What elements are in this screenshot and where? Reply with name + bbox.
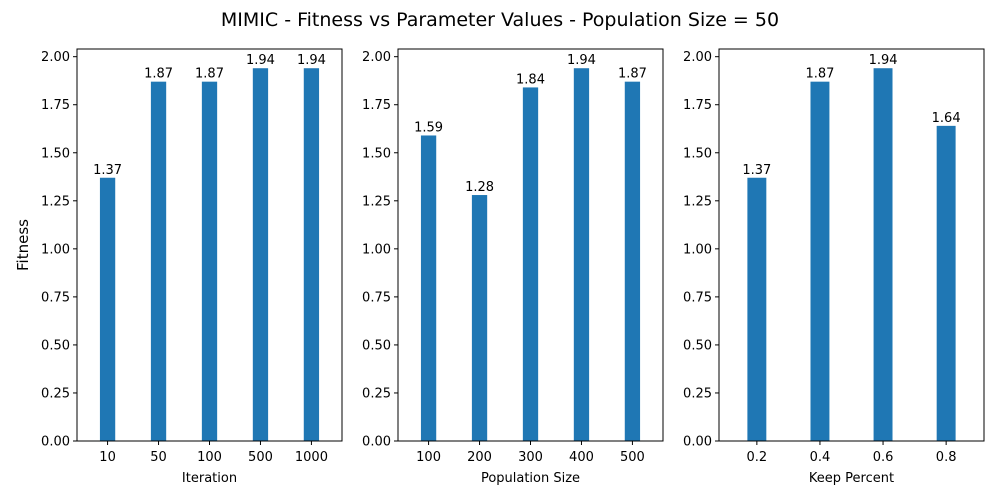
bar bbox=[873, 68, 893, 441]
bar bbox=[303, 68, 320, 441]
y-tick-label: 1.00 bbox=[362, 242, 391, 257]
bar-value-label: 1.37 bbox=[93, 163, 122, 178]
x-tick-label: 1000 bbox=[295, 450, 328, 465]
bar bbox=[252, 68, 269, 441]
bar-value-label: 1.28 bbox=[465, 180, 494, 195]
bar-value-label: 1.94 bbox=[297, 53, 326, 68]
bar-value-label: 1.87 bbox=[805, 67, 834, 82]
x-tick-label: 300 bbox=[518, 450, 543, 465]
bar-value-label: 1.87 bbox=[618, 67, 647, 82]
subplot-3: 1.37 1.87 1.94 1.64 0.00 0.25 0.50 0.75 1.00 1.25… bbox=[683, 48, 985, 486]
x-tick-label: 400 bbox=[569, 450, 594, 465]
y-tick-label: 2.00 bbox=[683, 50, 712, 65]
y-tick-label: 0.00 bbox=[362, 435, 391, 450]
bar-value-label: 1.94 bbox=[246, 53, 275, 68]
y-tick-label: 0.25 bbox=[362, 386, 391, 401]
y-tick-label: 0.00 bbox=[41, 435, 70, 450]
x-tick-label: 0.8 bbox=[936, 450, 957, 465]
bar bbox=[99, 177, 116, 441]
y-tick-label: 1.25 bbox=[362, 194, 391, 209]
y-tick-label: 1.00 bbox=[683, 242, 712, 257]
y-tick-label: 1.25 bbox=[41, 194, 70, 209]
bar bbox=[573, 68, 590, 441]
x-axis-label: Keep Percent bbox=[809, 471, 894, 486]
y-tick-label: 1.00 bbox=[41, 242, 70, 257]
x-tick-label: 50 bbox=[150, 450, 167, 465]
bar-value-label: 1.87 bbox=[195, 67, 224, 82]
x-tick-label: 10 bbox=[99, 450, 116, 465]
bar bbox=[624, 81, 641, 442]
y-tick-label: 1.75 bbox=[362, 98, 391, 113]
subplot-1: 1.37 1.87 1.87 1.94 1.94 0.00 0.25 0.50 0.75 1.00… bbox=[14, 48, 343, 486]
y-tick-label: 0.25 bbox=[683, 386, 712, 401]
x-tick-label: 0.6 bbox=[873, 450, 894, 465]
bar bbox=[471, 195, 488, 441]
y-tick-label: 1.50 bbox=[41, 146, 70, 161]
y-tick-label: 1.25 bbox=[683, 194, 712, 209]
x-tick-label: 100 bbox=[197, 450, 222, 465]
bar-value-label: 1.37 bbox=[742, 163, 771, 178]
bar bbox=[150, 81, 167, 442]
y-tick-label: 0.00 bbox=[683, 435, 712, 450]
bar bbox=[810, 81, 830, 442]
x-tick-label: 500 bbox=[248, 450, 273, 465]
y-axis-label: Fitness bbox=[14, 219, 32, 271]
bar bbox=[747, 177, 767, 441]
y-tick-label: 1.50 bbox=[362, 146, 391, 161]
x-tick-label: 500 bbox=[620, 450, 645, 465]
y-tick-label: 1.50 bbox=[683, 146, 712, 161]
bar-value-label: 1.94 bbox=[869, 53, 898, 68]
bar-value-label: 1.59 bbox=[414, 120, 443, 135]
x-axis-label: Population Size bbox=[481, 471, 580, 486]
x-tick-label: 200 bbox=[467, 450, 492, 465]
y-tick-label: 0.25 bbox=[41, 386, 70, 401]
y-tick-label: 0.50 bbox=[683, 338, 712, 353]
y-tick-label: 0.75 bbox=[41, 290, 70, 305]
y-tick-label: 1.75 bbox=[683, 98, 712, 113]
bar-value-label: 1.84 bbox=[516, 72, 545, 87]
bar-value-label: 1.64 bbox=[932, 111, 961, 126]
y-tick-label: 1.75 bbox=[41, 98, 70, 113]
x-tick-label: 0.2 bbox=[747, 450, 768, 465]
y-tick-label: 2.00 bbox=[362, 50, 391, 65]
bar-value-label: 1.94 bbox=[567, 53, 596, 68]
bar bbox=[522, 87, 539, 442]
figure-title: MIMIC - Fitness vs Parameter Values - Po… bbox=[221, 9, 779, 31]
bar bbox=[201, 81, 218, 442]
axes-frame bbox=[718, 48, 985, 442]
y-tick-label: 0.75 bbox=[683, 290, 712, 305]
subplot-2: 1.59 1.28 1.84 1.94 1.87 0.00 0.25 0.50 0.75 1.00… bbox=[362, 48, 664, 486]
bar-value-label: 1.87 bbox=[144, 67, 173, 82]
axes-frame bbox=[76, 48, 343, 442]
x-tick-label: 100 bbox=[416, 450, 441, 465]
axes-frame bbox=[397, 48, 664, 442]
x-tick-label: 0.4 bbox=[810, 450, 831, 465]
x-axis-label: Iteration bbox=[182, 471, 237, 486]
subplots: 1.37 1.87 1.87 1.94 1.94 0.00 0.25 0.50 0.75 1.00… bbox=[14, 48, 985, 486]
bar bbox=[936, 125, 956, 442]
y-tick-label: 0.75 bbox=[362, 290, 391, 305]
y-tick-label: 2.00 bbox=[41, 50, 70, 65]
y-tick-label: 0.50 bbox=[362, 338, 391, 353]
y-tick-label: 0.50 bbox=[41, 338, 70, 353]
bar bbox=[420, 135, 437, 441]
